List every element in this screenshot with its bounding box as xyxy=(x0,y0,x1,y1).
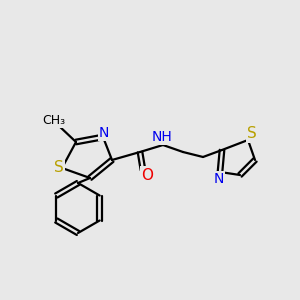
Text: S: S xyxy=(247,127,257,142)
Text: S: S xyxy=(54,160,64,175)
Text: N: N xyxy=(99,126,109,140)
Text: N: N xyxy=(214,172,224,186)
Text: NH: NH xyxy=(152,130,172,144)
Text: CH₃: CH₃ xyxy=(42,113,66,127)
Text: O: O xyxy=(141,167,153,182)
